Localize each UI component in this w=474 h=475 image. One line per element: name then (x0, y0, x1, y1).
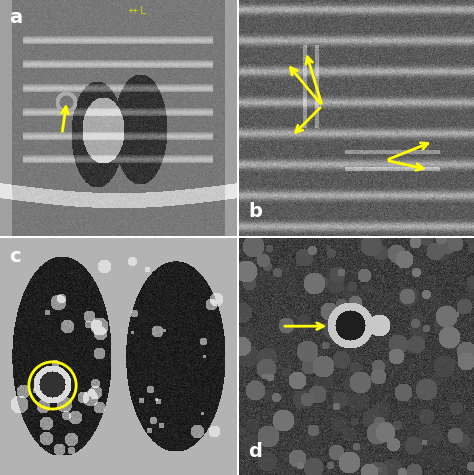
Text: ↔ L: ↔ L (129, 6, 146, 16)
Text: d: d (248, 442, 262, 461)
Text: a: a (9, 8, 23, 27)
Text: c: c (9, 247, 21, 266)
Text: b: b (248, 202, 262, 221)
